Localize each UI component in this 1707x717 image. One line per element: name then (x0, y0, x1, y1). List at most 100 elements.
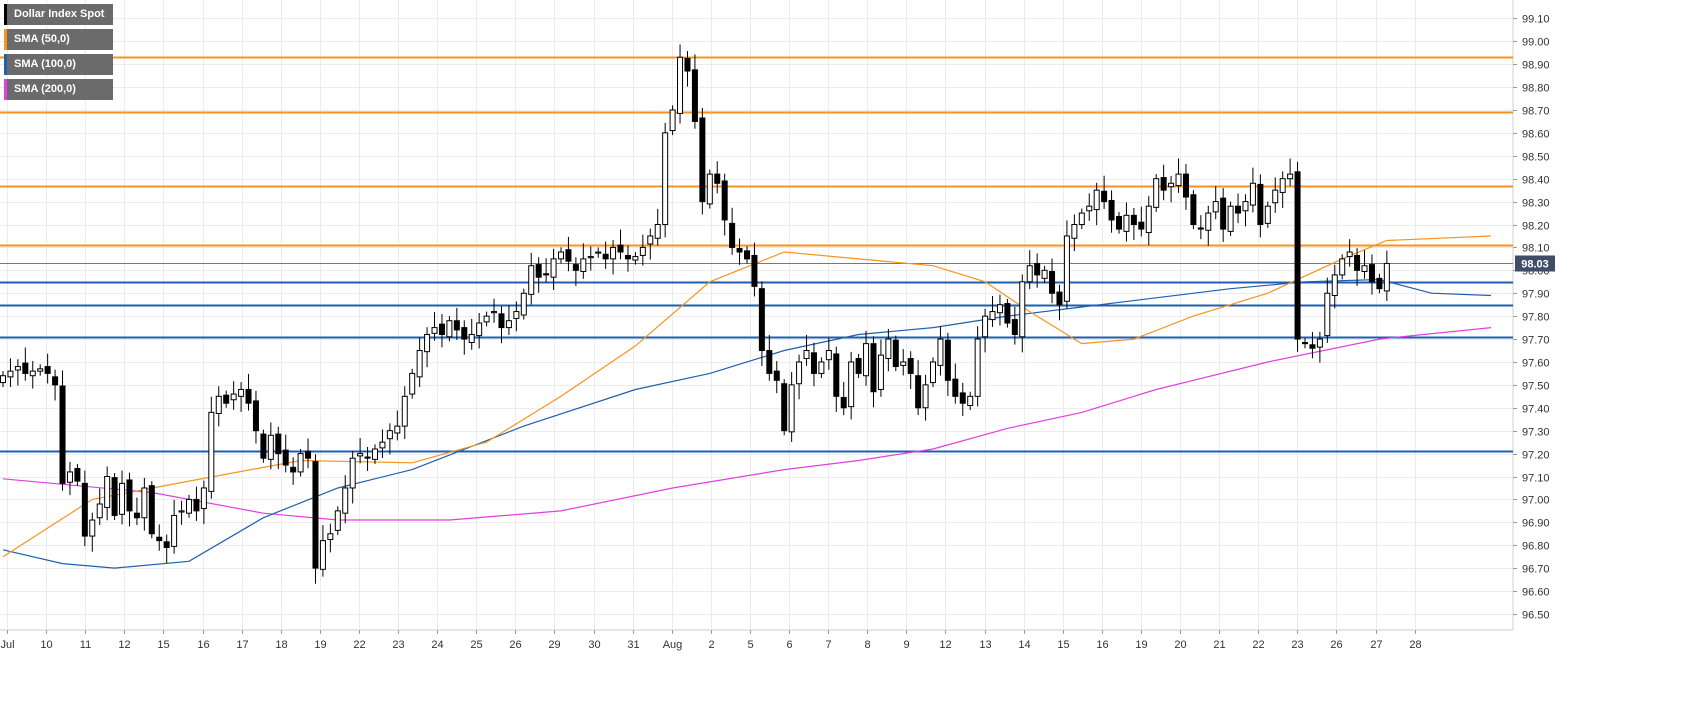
candle-body (1376, 277, 1383, 290)
candle-body (126, 479, 133, 512)
candle-body (372, 448, 378, 460)
y-tick-label: 97.70 (1522, 335, 1550, 347)
last-price-label: 98.03 (1521, 259, 1549, 271)
candle-body (714, 173, 721, 184)
candle-body (230, 393, 237, 401)
candle-body (870, 343, 877, 393)
candle-body (580, 258, 587, 272)
candle-body (141, 487, 148, 519)
y-tick-label: 98.70 (1522, 106, 1550, 118)
candle-body (163, 541, 170, 549)
candle-body (1034, 262, 1041, 276)
candle-body (1004, 303, 1011, 324)
x-tick-label: 27 (1370, 639, 1382, 651)
candle-body (1383, 262, 1390, 292)
x-tick-label: 13 (979, 639, 991, 651)
x-tick-label: 22 (1252, 639, 1264, 651)
x-tick-label: 21 (1213, 639, 1225, 651)
legend-label: SMA (200,0) (14, 83, 76, 95)
candle-body (543, 273, 550, 276)
candle-body (171, 514, 178, 547)
candle-body (967, 395, 974, 406)
y-tick-label: 96.90 (1522, 518, 1550, 530)
x-tick-label: 16 (197, 639, 209, 651)
legend-swatch (4, 29, 7, 50)
candle-body (386, 430, 393, 440)
candle-body (238, 388, 245, 397)
candle-body (1078, 212, 1085, 226)
candle-body (282, 449, 289, 466)
candle-body (1056, 291, 1063, 306)
candle-body (855, 358, 862, 374)
candle-body (297, 453, 304, 473)
candle-body (1123, 214, 1130, 232)
sma-50-line (2, 235, 1492, 558)
candle-body (1071, 224, 1078, 239)
candle-body (215, 395, 222, 415)
candle-body (1272, 189, 1279, 204)
legend-item-sma-100[interactable]: SMA (100,0) (4, 54, 114, 75)
x-tick-label: 11 (80, 639, 91, 651)
candle-body (1205, 212, 1212, 231)
legend-item-sma-200[interactable]: SMA (200,0) (4, 79, 114, 100)
candle-body (1316, 338, 1323, 348)
y-tick-label: 96.70 (1522, 564, 1550, 576)
candle-body (111, 477, 118, 516)
x-tick-label: 18 (275, 639, 287, 651)
legend-item-sma-50[interactable]: SMA (50,0) (4, 29, 114, 50)
candle-body (37, 368, 44, 372)
candle-body (565, 249, 572, 262)
x-tick-label: 14 (1018, 639, 1030, 651)
y-tick-label: 98.40 (1522, 175, 1550, 187)
candle-body (148, 485, 155, 535)
x-tick-label: Aug (663, 639, 683, 651)
candle-body (699, 117, 706, 203)
candle-body (1160, 177, 1167, 191)
candle-body (572, 264, 579, 271)
candle-body (610, 246, 617, 260)
candle-body (252, 400, 259, 432)
candle-body (22, 362, 29, 374)
grid (0, 0, 1514, 631)
candle-body (498, 313, 505, 329)
y-tick-label: 98.60 (1522, 129, 1550, 141)
candle-body (1339, 258, 1346, 276)
candle-body (1138, 221, 1145, 230)
candle-body (1346, 251, 1353, 258)
candle-body (788, 384, 795, 433)
candle-body (744, 250, 750, 260)
candle-body (558, 251, 564, 260)
x-tick-label: 30 (588, 639, 600, 651)
candle-body (1086, 205, 1093, 212)
candle-body (379, 441, 386, 449)
candle-body (416, 350, 423, 378)
candle-body (1249, 182, 1256, 206)
candle-body (327, 533, 334, 541)
y-tick-label: 97.80 (1522, 312, 1550, 324)
y-tick-label: 97.10 (1522, 473, 1550, 485)
candle-body (0, 375, 6, 384)
candle-body (766, 350, 773, 374)
candle-body (587, 256, 594, 259)
candle-body (758, 288, 765, 352)
candle-body (930, 361, 936, 384)
legend-label: SMA (100,0) (14, 58, 76, 70)
candle-body (825, 350, 832, 361)
candle-body (81, 482, 88, 537)
candle-body (342, 487, 349, 514)
candle-body (409, 372, 416, 395)
candle-body (1182, 173, 1189, 198)
legend-item-price[interactable]: Dollar Index Spot (4, 4, 114, 25)
legend-swatch (4, 4, 7, 25)
candle-body (1361, 265, 1368, 272)
candles (0, 44, 1390, 584)
candle-body (982, 315, 989, 338)
x-tick-label: 31 (627, 639, 639, 651)
candle-body (245, 388, 252, 404)
candle-body (133, 512, 140, 519)
candle-body (944, 339, 951, 381)
candle-body (319, 540, 326, 570)
candle-body (14, 366, 21, 371)
candle-body (476, 322, 483, 337)
